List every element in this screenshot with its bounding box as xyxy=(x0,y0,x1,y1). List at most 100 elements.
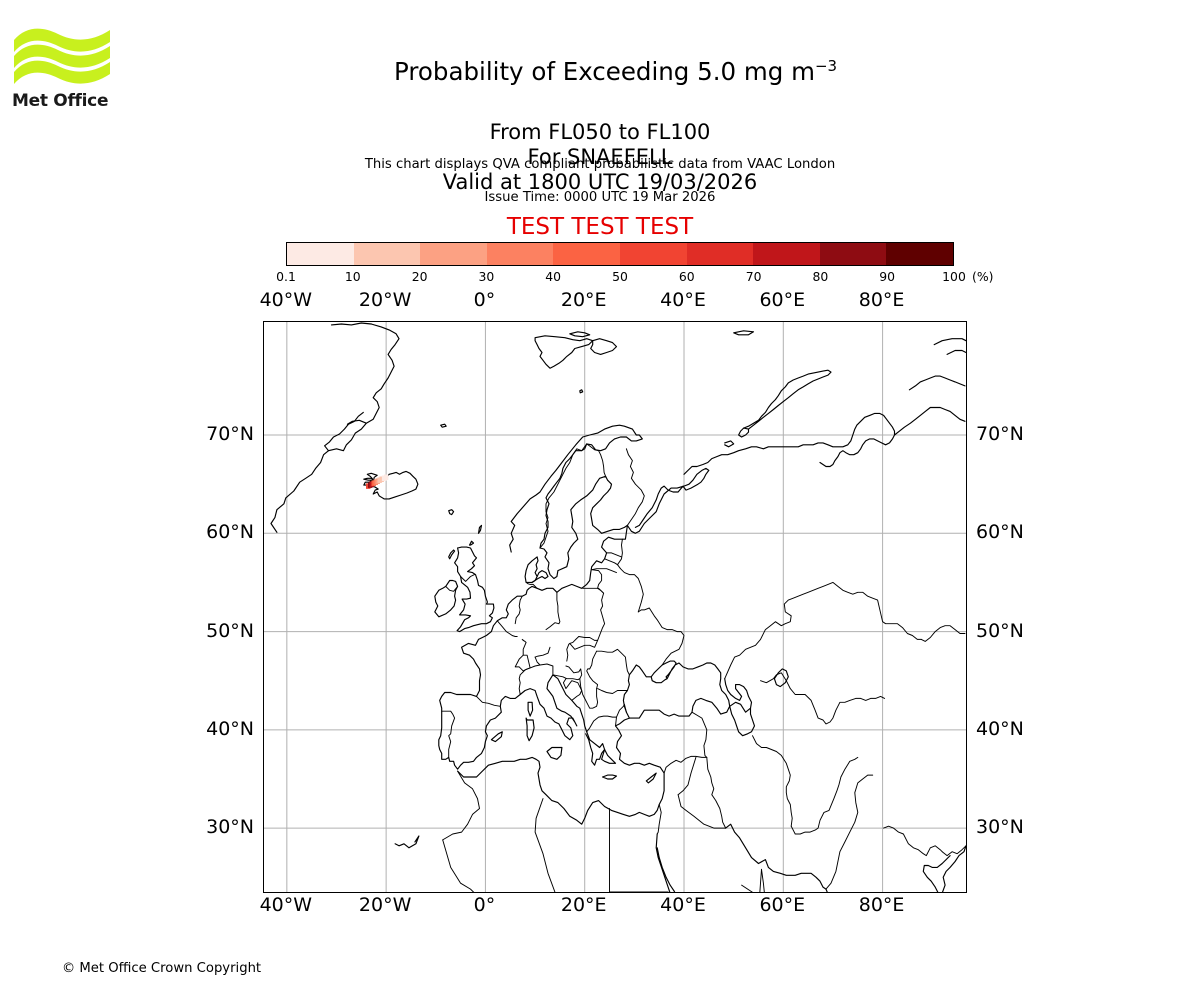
coastline-iceland-nw xyxy=(366,472,378,481)
coastline-red-sea-e xyxy=(655,833,671,892)
border-india-pak xyxy=(825,774,874,890)
title-valid-time: Valid at 1800 UTC 19/03/2026 xyxy=(442,170,758,194)
coastline-bangladesh xyxy=(922,855,951,892)
lat-tick-left-30: 30°N xyxy=(206,816,254,839)
border-bg-tr xyxy=(616,703,627,718)
border-de-cz xyxy=(545,622,560,631)
coastline-aral xyxy=(773,668,789,688)
probability-colorbar xyxy=(286,242,954,266)
border-fr-de xyxy=(521,638,527,656)
lat-tick-left-50: 50°N xyxy=(206,619,254,642)
lat-tick-left-60: 60°N xyxy=(206,521,254,544)
coastline-severnaya xyxy=(933,338,966,346)
colorbar-segment-0 xyxy=(287,243,354,265)
lat-tick-right-40: 40°N xyxy=(976,717,1024,740)
lat-tick-right-50: 50°N xyxy=(976,619,1024,642)
border-turkm-iran xyxy=(752,735,793,827)
coastline-bear-island xyxy=(579,389,584,394)
met-office-logo: Met Office xyxy=(12,22,122,117)
coastline-india-ne xyxy=(941,845,966,892)
coastline-india-nw xyxy=(825,888,828,892)
page-title: Probability of Exceeding 5.0 mg m−3 xyxy=(0,24,1200,120)
met-office-logo-text: Met Office xyxy=(12,91,109,111)
lon-tick-top-80: 80°E xyxy=(858,289,905,311)
lat-tick-left-70: 70°N xyxy=(206,423,254,446)
coastline-svalbard-e xyxy=(590,338,618,355)
coastline-greenland-e xyxy=(270,323,400,533)
border-ru-kz1 xyxy=(724,581,922,680)
colorbar-tick-40: 40 xyxy=(545,269,562,284)
border-pl-sk-ua xyxy=(578,587,606,641)
border-china-mongolia xyxy=(920,625,966,642)
border-ch xyxy=(514,654,531,672)
border-morocco-alg xyxy=(442,770,480,841)
coastline-crete xyxy=(602,774,618,780)
border-balkans3 xyxy=(562,678,583,701)
border-ro-serbia xyxy=(586,668,599,690)
qva-note: This chart displays QVA compliant probab… xyxy=(364,157,836,172)
coastline-white-sea xyxy=(683,412,896,475)
coastline-shetland xyxy=(477,524,483,534)
coastline-persian-gulf xyxy=(725,823,827,890)
border-fr-be xyxy=(496,620,518,637)
lon-tick-bottom--20: 20°W xyxy=(358,894,412,916)
coastline-sicily xyxy=(546,746,563,760)
coastline-med-africa xyxy=(457,660,731,825)
border-de-dk xyxy=(526,582,538,589)
map-coastlines xyxy=(270,322,966,892)
border-jordan-is xyxy=(656,804,662,835)
border-pl-lit xyxy=(591,569,605,594)
coastline-jan-mayen xyxy=(440,423,447,428)
ash-cell-9 xyxy=(383,474,389,481)
coastline-novaya-z1 xyxy=(743,369,832,430)
coastline-atlantic-iberia xyxy=(438,674,606,770)
border-alg-mali xyxy=(442,839,475,892)
border-tr-ge xyxy=(663,711,708,774)
border-syria-iraq xyxy=(677,756,697,796)
coastline-taymyr-n xyxy=(908,375,966,391)
ash-cell-7 xyxy=(379,476,384,482)
border-sk-hu xyxy=(569,639,599,650)
title-flight-levels: From FL050 to FL100 xyxy=(489,120,711,144)
border-iran-iraq xyxy=(706,756,727,829)
border-se-fi xyxy=(586,443,607,477)
colorbar-tick-20: 20 xyxy=(411,269,428,284)
border-alg-libya xyxy=(534,798,556,892)
border-gr-bg xyxy=(586,715,617,733)
border-ru-fi xyxy=(625,448,645,526)
colorbar-segment-6 xyxy=(686,243,754,265)
border-india-int xyxy=(941,845,966,857)
lon-tick-bottom-0: 0° xyxy=(473,894,496,916)
lon-tick-bottom--40: 40°W xyxy=(259,894,313,916)
coastline-outer-hebrides xyxy=(448,549,456,560)
map-gridlines xyxy=(264,322,966,892)
colorbar-segment-5 xyxy=(619,243,687,265)
colorbar-tick-30: 30 xyxy=(478,269,495,284)
coastline-denmark xyxy=(524,556,539,583)
lon-tick-top-20: 20°E xyxy=(560,289,607,311)
coastline-ne-russia-coast xyxy=(893,406,966,436)
coastline-finland-ru xyxy=(626,467,710,534)
coastline-uk-mainland xyxy=(454,546,495,633)
map-plot-area[interactable] xyxy=(263,321,967,893)
border-india-nepal xyxy=(883,825,943,857)
border-kz-uz xyxy=(760,672,886,725)
coastline-balearics xyxy=(490,731,503,743)
border-pt-es xyxy=(441,710,456,758)
border-yemen-oman xyxy=(761,868,765,892)
coastline-franz-josef xyxy=(733,330,755,336)
lon-tick-top--20: 20°W xyxy=(358,289,412,311)
title-text: Probability of Exceeding 5.0 mg m xyxy=(394,57,815,86)
colorbar-tick-10: 10 xyxy=(344,269,361,284)
coastline-corsica xyxy=(527,701,534,717)
coastline-norway-sweden xyxy=(509,424,643,553)
border-balkans2 xyxy=(579,678,599,709)
lat-tick-right-70: 70°N xyxy=(976,423,1024,446)
border-uk-scot xyxy=(460,574,475,582)
border-nl-de xyxy=(514,595,523,625)
border-de-pl xyxy=(556,591,561,625)
colorbar-unit-label: (%) xyxy=(972,269,994,284)
lat-tick-right-60: 60°N xyxy=(976,521,1024,544)
coastline-ireland xyxy=(434,579,459,618)
title-exponent: −3 xyxy=(814,56,838,75)
